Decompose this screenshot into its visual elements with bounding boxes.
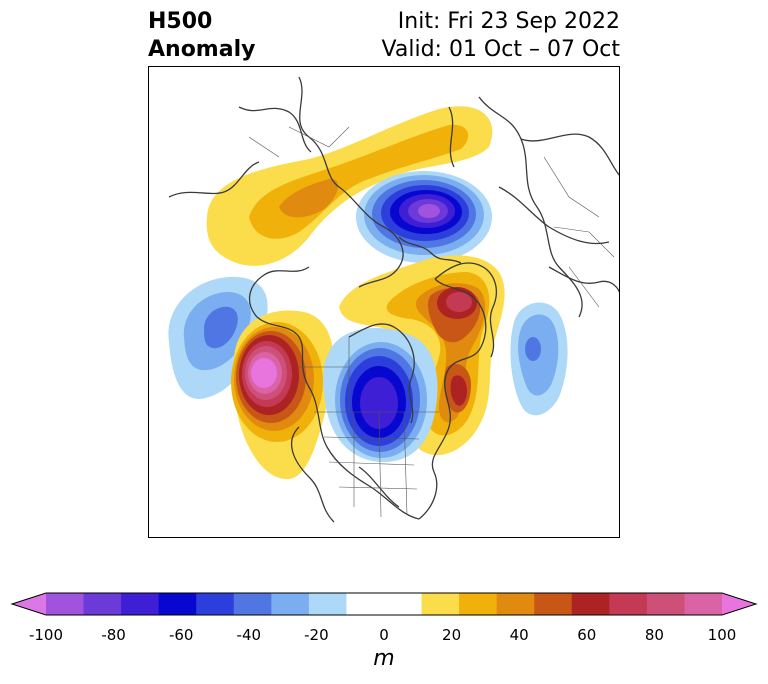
title-line-1: H500 [148,9,213,34]
colorbar-cell [46,593,85,615]
colorbar-cell [121,593,160,615]
political-borders [248,126,615,518]
colorbar-tick-label: 20 [442,626,462,644]
colorbar-unit: m [373,646,395,671]
colorbar-cell [421,593,460,615]
colorbar-tick-label: -60 [168,626,194,644]
ridge-ne-pacific [231,310,334,480]
colorbar-tick-label: 60 [577,626,597,644]
coastlines [168,76,619,523]
colorbar-cell [459,593,498,615]
colorbar-cell [609,593,648,615]
colorbar-cell [308,593,347,615]
colorbar-cell [571,593,610,615]
colorbar-tick-label: 80 [644,626,664,644]
colorbar-extend-min [12,593,46,615]
colorbar-tick-label: -100 [28,626,64,644]
colorbar-tick-label: -20 [304,626,329,644]
colorbar-cell [271,593,310,615]
colorbar-cell [346,593,385,615]
trough-east-atlantic [510,302,568,416]
ridge-greenland-atlantic [339,255,505,456]
colorbar-cells [12,593,756,615]
trough-polar [356,171,492,263]
colorbar-cell [384,593,423,615]
colorbar-tick-label: 40 [509,626,529,644]
colorbar-tick-label: -40 [236,626,262,644]
colorbar [10,592,758,616]
colorbar-cell [646,593,685,615]
colorbar-cell [158,593,197,615]
map-title: H500 Anomaly [148,8,255,64]
date-info: Init: Fri 23 Sep 2022 Valid: 01 Oct – 07… [382,8,620,64]
colorbar-cell [496,593,535,615]
colorbar-tick-label: -80 [101,626,126,644]
colorbar-outline [10,592,758,616]
colorbar-tick-label: 100 [707,626,737,644]
init-date: Init: Fri 23 Sep 2022 [397,9,620,34]
trough-central-canada [323,328,438,462]
anomaly-map [168,76,619,523]
colorbar-cell [233,593,272,615]
ridge-arctic-arc [206,106,493,266]
valid-range: Valid: 01 Oct – 07 Oct [381,37,620,62]
map-panel [148,66,620,538]
colorbar-cell [83,593,122,615]
colorbar-extend-max [722,593,756,615]
title-line-2: Anomaly [148,37,256,62]
colorbar-cell [684,593,723,615]
colorbar-tick-label: 0 [379,626,389,644]
colorbar-cell [534,593,573,615]
colorbar-cell [196,593,235,615]
